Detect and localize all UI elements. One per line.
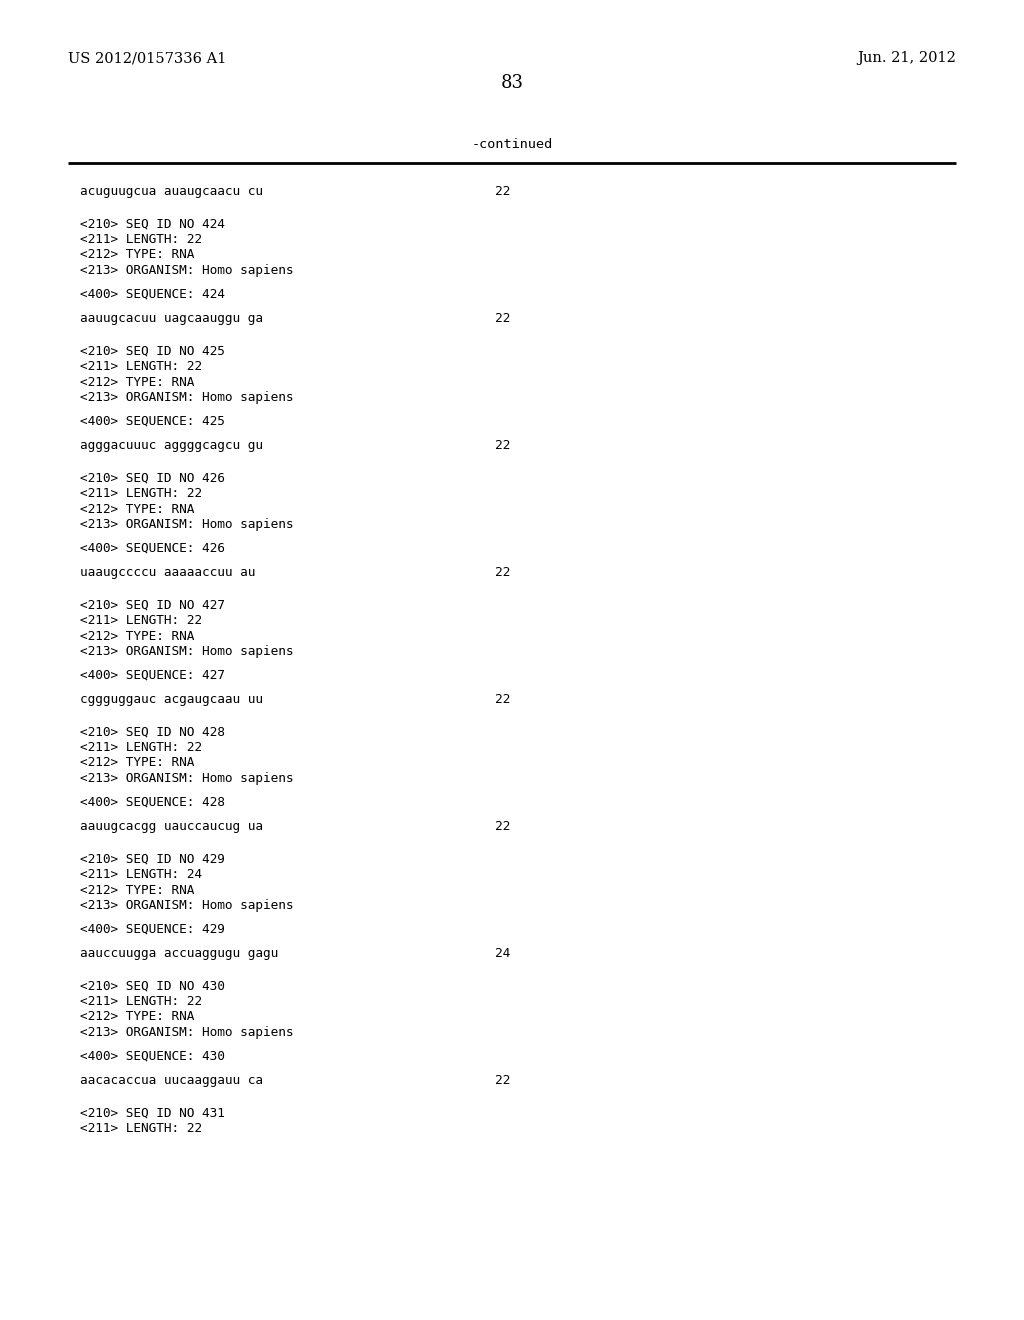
Text: <210> SEQ ID NO 430: <210> SEQ ID NO 430 [80, 979, 225, 993]
Text: <213> ORGANISM: Homo sapiens: <213> ORGANISM: Homo sapiens [80, 772, 294, 785]
Text: <212> TYPE: RNA: <212> TYPE: RNA [80, 630, 195, 643]
Text: <400> SEQUENCE: 430: <400> SEQUENCE: 430 [80, 1049, 225, 1063]
Text: US 2012/0157336 A1: US 2012/0157336 A1 [68, 51, 226, 65]
Text: <400> SEQUENCE: 429: <400> SEQUENCE: 429 [80, 923, 225, 936]
Text: <210> SEQ ID NO 431: <210> SEQ ID NO 431 [80, 1106, 225, 1119]
Text: <212> TYPE: RNA: <212> TYPE: RNA [80, 883, 195, 896]
Text: aauugcacuu uagcaauggu ga: aauugcacuu uagcaauggu ga [80, 312, 263, 325]
Text: <212> TYPE: RNA: <212> TYPE: RNA [80, 248, 195, 261]
Text: <211> LENGTH: 22: <211> LENGTH: 22 [80, 614, 202, 627]
Text: <213> ORGANISM: Homo sapiens: <213> ORGANISM: Homo sapiens [80, 391, 294, 404]
Text: <213> ORGANISM: Homo sapiens: <213> ORGANISM: Homo sapiens [80, 645, 294, 657]
Text: <210> SEQ ID NO 425: <210> SEQ ID NO 425 [80, 345, 225, 358]
Text: <210> SEQ ID NO 428: <210> SEQ ID NO 428 [80, 726, 225, 738]
Text: <400> SEQUENCE: 428: <400> SEQUENCE: 428 [80, 796, 225, 809]
Text: <400> SEQUENCE: 427: <400> SEQUENCE: 427 [80, 669, 225, 682]
Text: 22: 22 [495, 440, 510, 451]
Text: <211> LENGTH: 22: <211> LENGTH: 22 [80, 741, 202, 754]
Text: uaaugccccu aaaaaccuu au: uaaugccccu aaaaaccuu au [80, 566, 255, 579]
Text: agggacuuuc aggggcagcu gu: agggacuuuc aggggcagcu gu [80, 440, 263, 451]
Text: <211> LENGTH: 22: <211> LENGTH: 22 [80, 995, 202, 1008]
Text: <400> SEQUENCE: 424: <400> SEQUENCE: 424 [80, 288, 225, 301]
Text: aauugcacgg uauccaucug ua: aauugcacgg uauccaucug ua [80, 820, 263, 833]
Text: <210> SEQ ID NO 429: <210> SEQ ID NO 429 [80, 853, 225, 866]
Text: 24: 24 [495, 946, 510, 960]
Text: 22: 22 [495, 312, 510, 325]
Text: <213> ORGANISM: Homo sapiens: <213> ORGANISM: Homo sapiens [80, 1026, 294, 1039]
Text: 22: 22 [495, 1074, 510, 1086]
Text: <210> SEQ ID NO 427: <210> SEQ ID NO 427 [80, 598, 225, 611]
Text: <213> ORGANISM: Homo sapiens: <213> ORGANISM: Homo sapiens [80, 899, 294, 912]
Text: <211> LENGTH: 24: <211> LENGTH: 24 [80, 869, 202, 880]
Text: <211> LENGTH: 22: <211> LENGTH: 22 [80, 360, 202, 374]
Text: <211> LENGTH: 22: <211> LENGTH: 22 [80, 234, 202, 246]
Text: <213> ORGANISM: Homo sapiens: <213> ORGANISM: Homo sapiens [80, 264, 294, 277]
Text: <211> LENGTH: 22: <211> LENGTH: 22 [80, 487, 202, 500]
Text: acuguugcua auaugcaacu cu: acuguugcua auaugcaacu cu [80, 185, 263, 198]
Text: aacacaccua uucaaggauu ca: aacacaccua uucaaggauu ca [80, 1074, 263, 1086]
Text: aauccuugga accuaggugu gagu: aauccuugga accuaggugu gagu [80, 946, 279, 960]
Text: <400> SEQUENCE: 426: <400> SEQUENCE: 426 [80, 543, 225, 554]
Text: <213> ORGANISM: Homo sapiens: <213> ORGANISM: Homo sapiens [80, 517, 294, 531]
Text: 22: 22 [495, 566, 510, 579]
Text: cggguggauc acgaugcaau uu: cggguggauc acgaugcaau uu [80, 693, 263, 706]
Text: <400> SEQUENCE: 425: <400> SEQUENCE: 425 [80, 414, 225, 428]
Text: 83: 83 [501, 74, 523, 92]
Text: <212> TYPE: RNA: <212> TYPE: RNA [80, 756, 195, 770]
Text: -continued: -continued [471, 139, 553, 150]
Text: <212> TYPE: RNA: <212> TYPE: RNA [80, 375, 195, 388]
Text: 22: 22 [495, 820, 510, 833]
Text: <210> SEQ ID NO 424: <210> SEQ ID NO 424 [80, 218, 225, 231]
Text: <212> TYPE: RNA: <212> TYPE: RNA [80, 1011, 195, 1023]
Text: <210> SEQ ID NO 426: <210> SEQ ID NO 426 [80, 471, 225, 484]
Text: 22: 22 [495, 693, 510, 706]
Text: <211> LENGTH: 22: <211> LENGTH: 22 [80, 1122, 202, 1135]
Text: Jun. 21, 2012: Jun. 21, 2012 [857, 51, 956, 65]
Text: <212> TYPE: RNA: <212> TYPE: RNA [80, 503, 195, 516]
Text: 22: 22 [495, 185, 510, 198]
